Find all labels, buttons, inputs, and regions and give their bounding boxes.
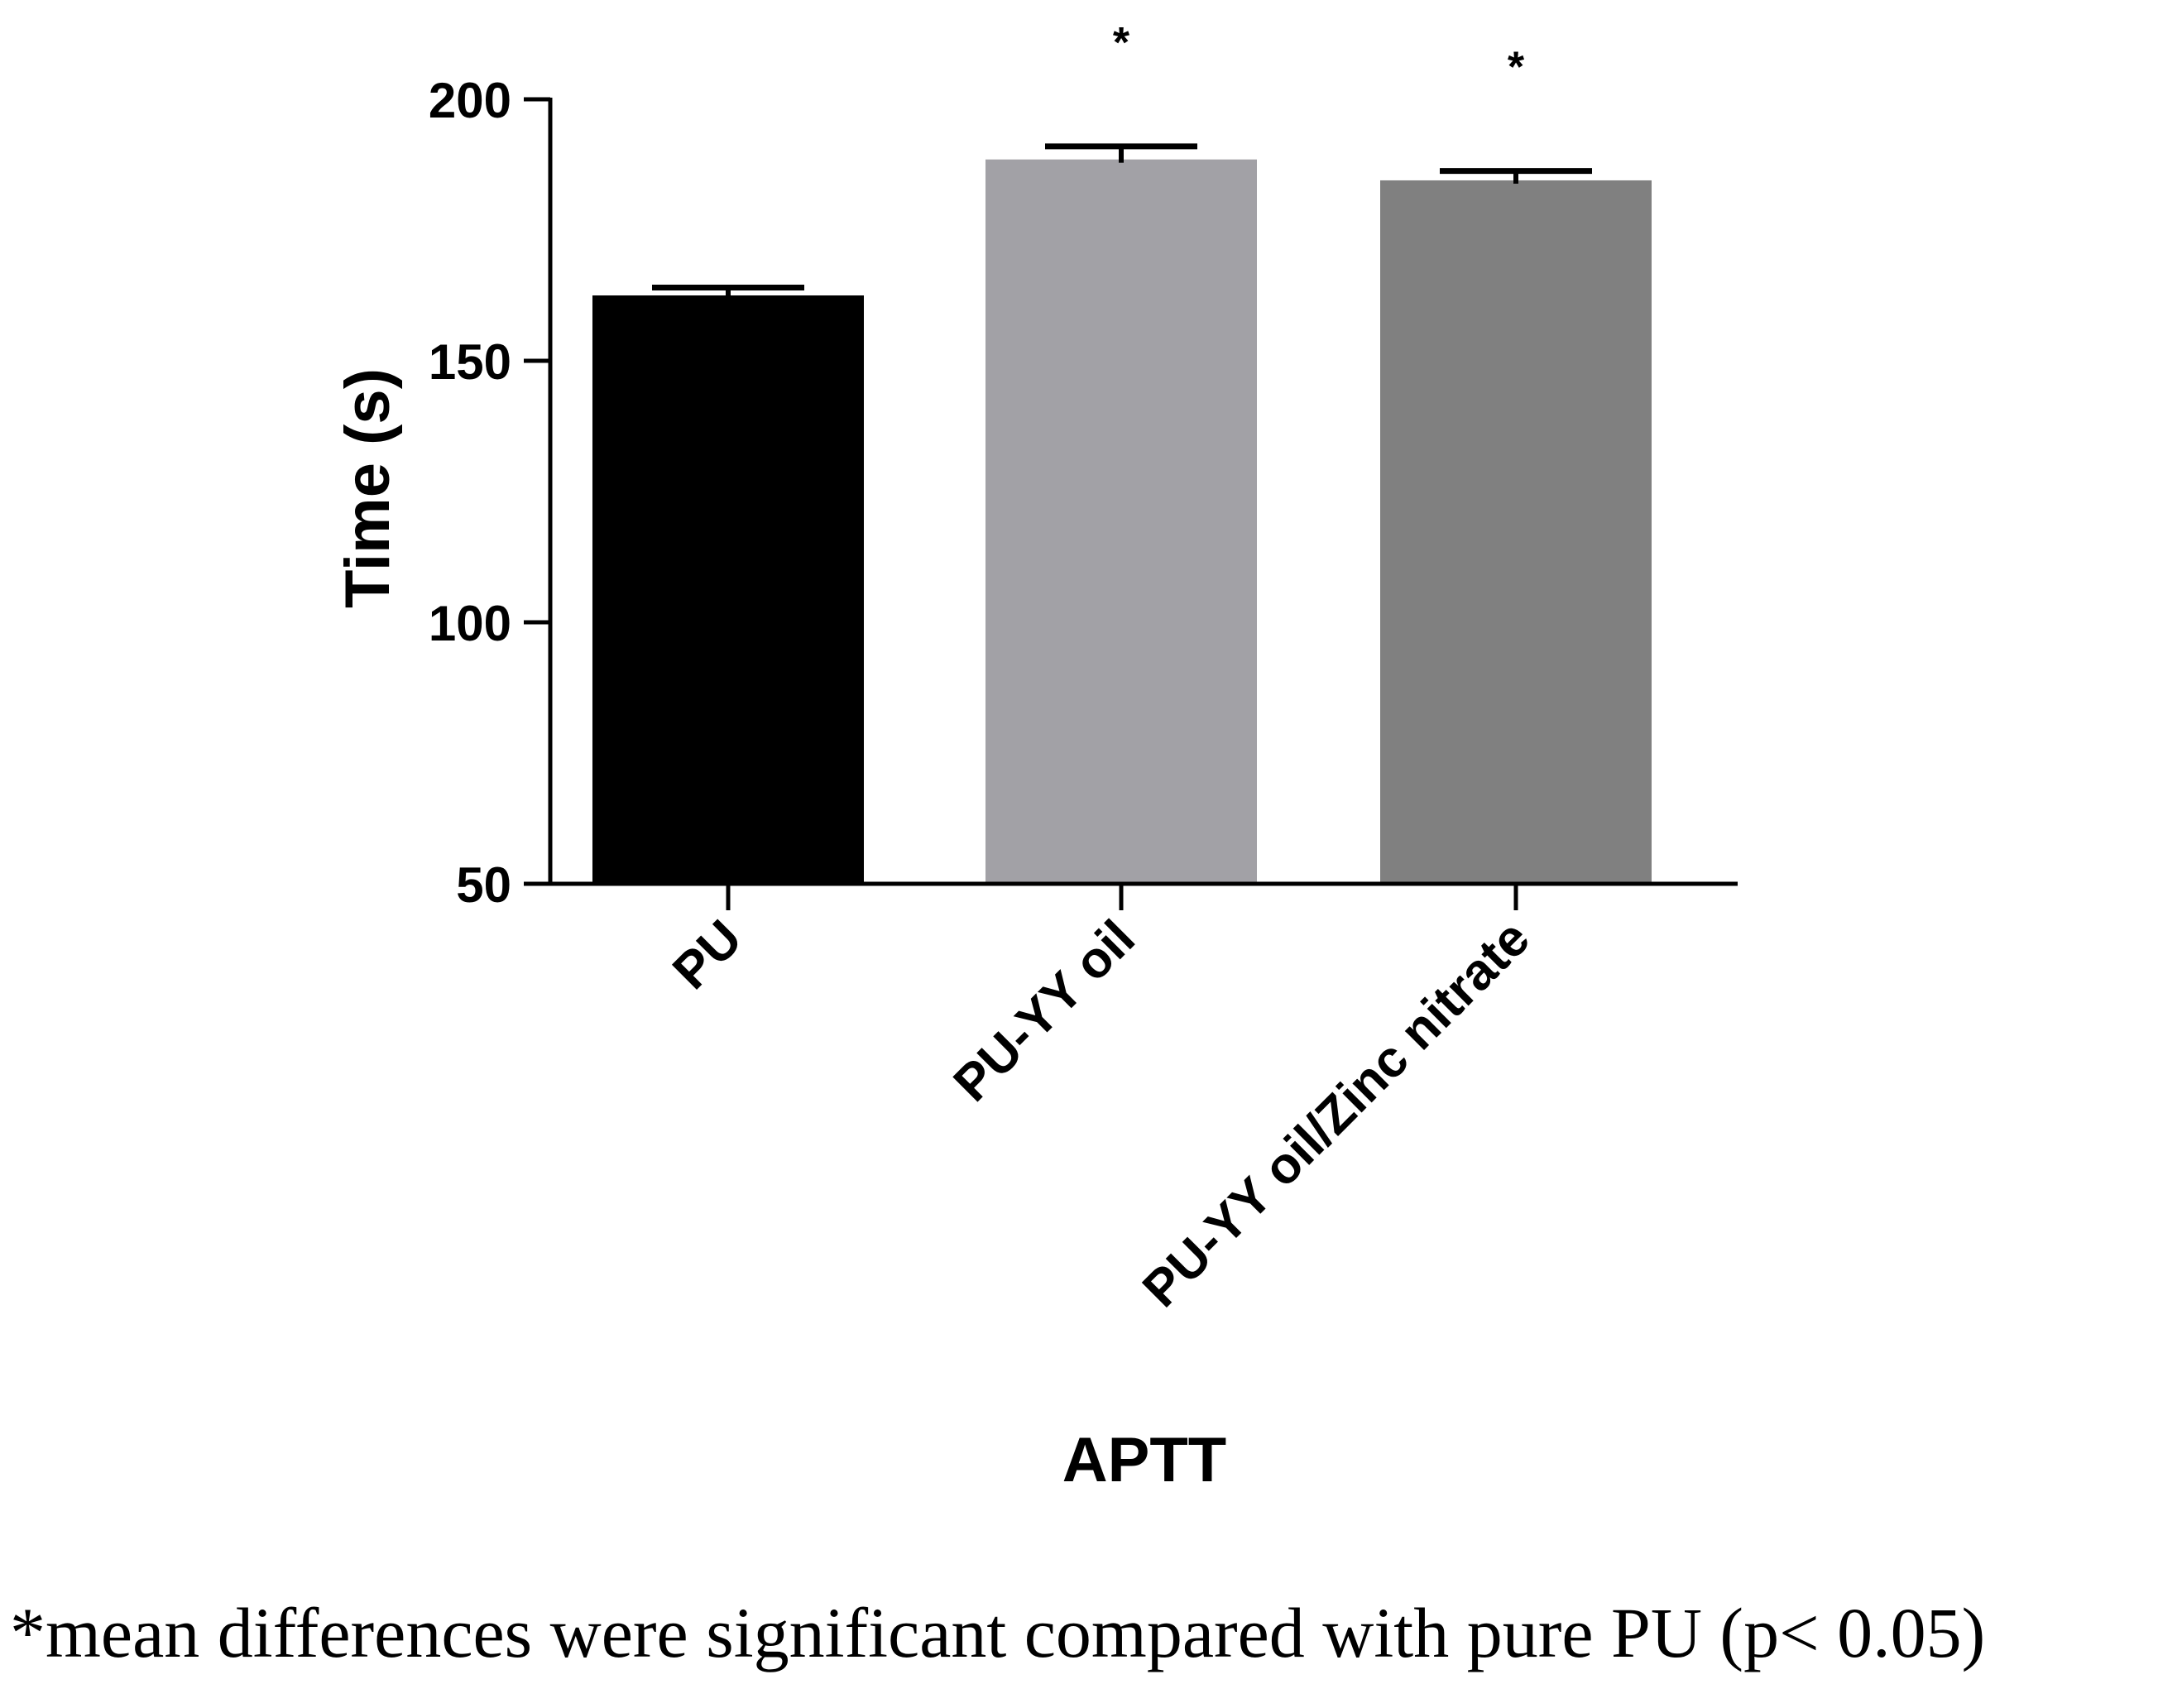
y-tick-label-1: 100 [429,596,511,651]
y-tick-label-3: 200 [429,73,511,128]
x-axis-label: APTT [1062,1425,1226,1495]
x-tick-label-0: PU [662,909,753,1000]
bars-layer [592,159,1652,884]
x-tick-label-2: PU-YY oil/Zinc nitrate [1132,909,1541,1318]
axes-layer [548,98,1738,886]
significance-markers-layer: ** [1113,19,1525,92]
significance-marker-2: * [1508,44,1525,92]
y-axis-label: Time (s) [333,368,403,608]
y-tick-label-0: 50 [456,857,511,913]
footnote: *mean differences were significant compa… [10,1593,1986,1672]
bar-0 [592,295,864,884]
y-tick-label-2: 150 [429,334,511,390]
bar-2 [1380,180,1652,884]
significance-marker-1: * [1113,19,1130,67]
y-ticks-layer: 50 100 150 200 [429,73,550,913]
error-bars-layer [652,143,1592,299]
x-tick-label-1: PU-YY oil [943,909,1146,1112]
bar-1 [985,159,1257,884]
